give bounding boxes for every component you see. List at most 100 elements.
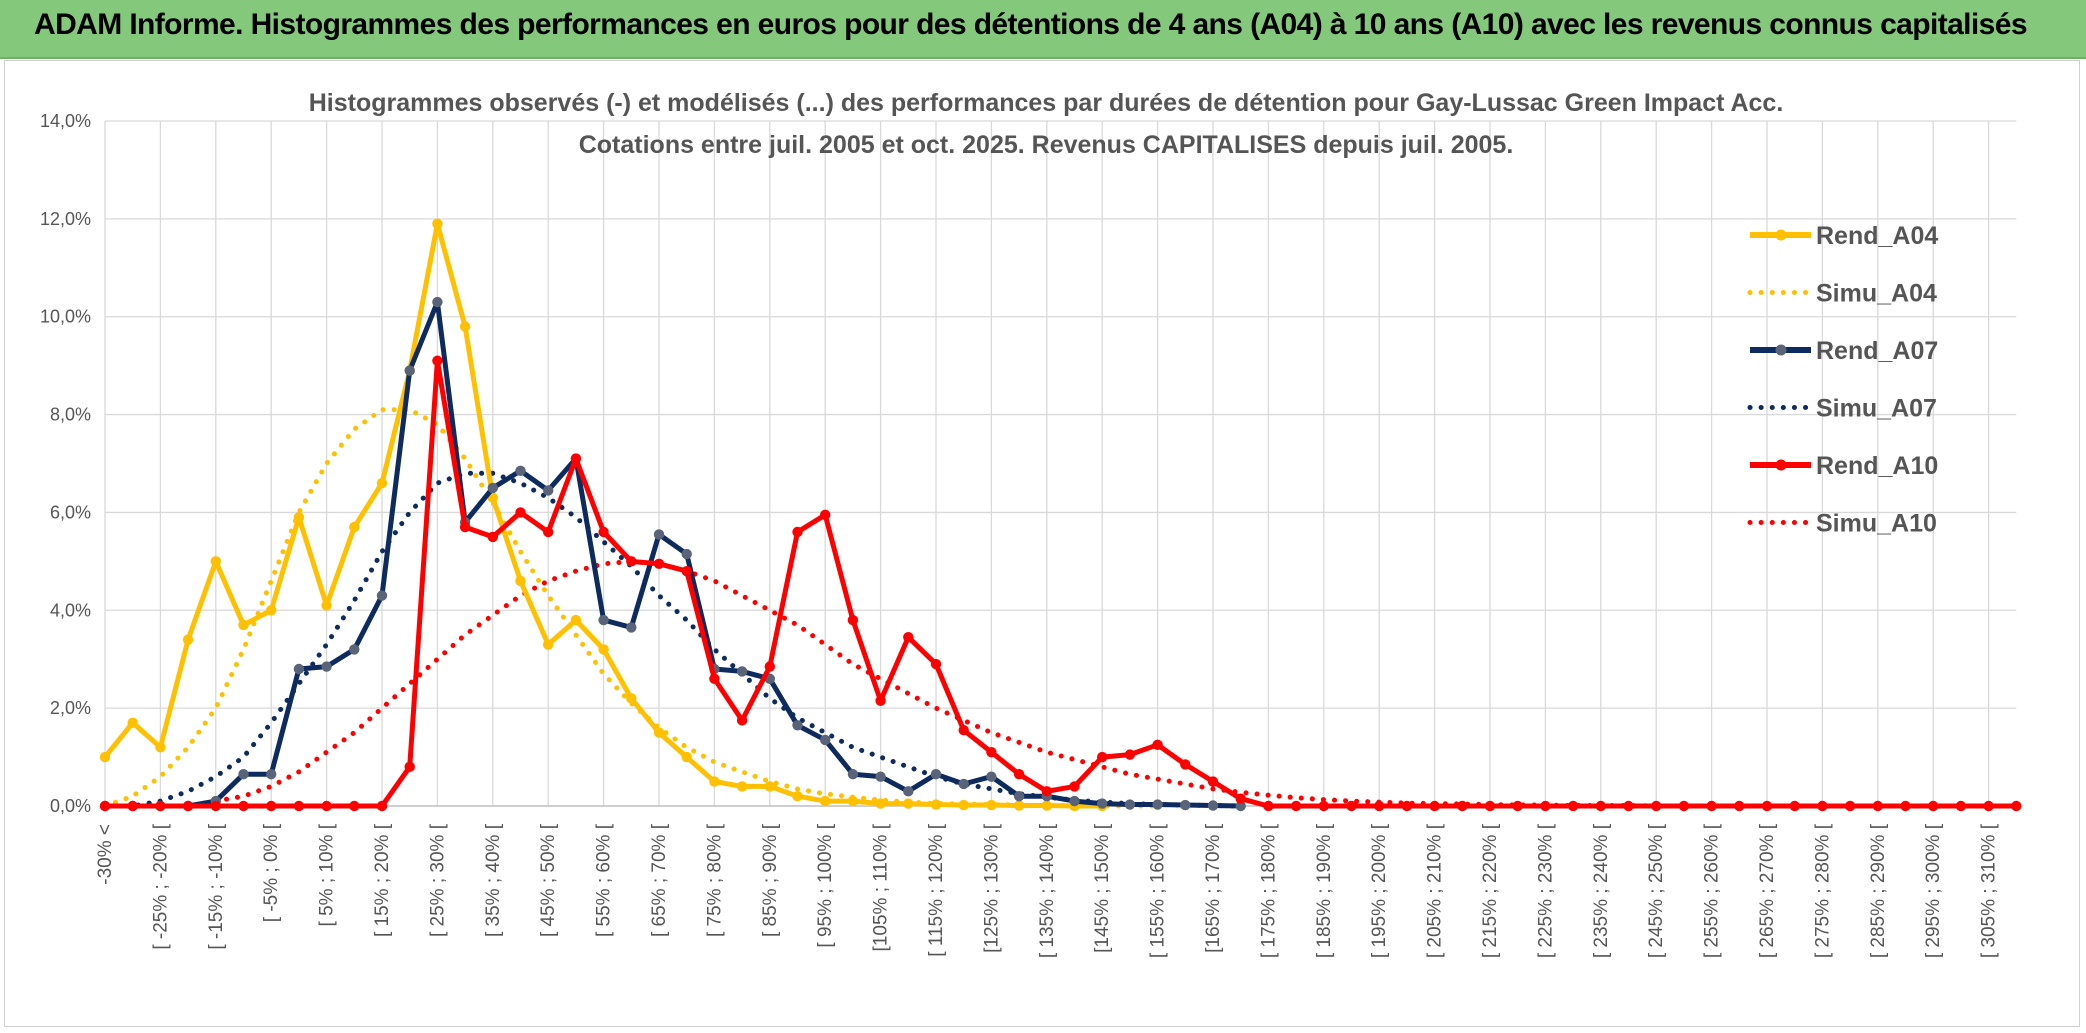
x-tick-label: [ 135% ; 140% [ <box>1037 823 1058 958</box>
data-point <box>1817 800 1828 812</box>
legend-label-Simu_A07: Simu_A07 <box>1816 395 1937 423</box>
data-point <box>792 720 803 731</box>
report-title: ADAM Informe. Histogrammes des performan… <box>34 8 2028 41</box>
x-tick-label: [ 265% ; 270% [ <box>1757 823 1778 958</box>
x-tick-label: [ 225% ; 230% [ <box>1535 823 1556 958</box>
data-point <box>1124 799 1136 810</box>
series-line-Rend_A07 <box>105 299 1241 809</box>
data-point <box>459 321 471 332</box>
data-point <box>626 622 637 633</box>
data-point <box>1567 800 1579 812</box>
chart-title: Histogrammes observés (-) et modélisés (… <box>309 89 1784 117</box>
data-point <box>543 526 554 538</box>
x-tick-label: [ 295% ; 300% [ <box>1923 823 1944 958</box>
x-tick-label: [ 185% ; 190% [ <box>1314 823 1335 958</box>
data-point <box>626 556 637 567</box>
y-tick-label: 12,0% <box>40 209 91 229</box>
x-tick-label: [ 55% ; 60% [ <box>594 823 615 937</box>
data-point <box>210 556 221 567</box>
data-point <box>1097 751 1108 763</box>
legend-marker-Rend_A10 <box>1775 459 1787 471</box>
legend-marker-Rend_A07 <box>1775 344 1787 356</box>
series-Rend_A07 <box>99 296 1246 812</box>
data-point <box>847 614 859 626</box>
data-point <box>1789 800 1800 812</box>
performance-histogram-chart: 0,0% 2,0% 4,0% 6,0% 8,0% 10,0% 12,0% 14,0% -30% … <box>40 89 2022 958</box>
data-point <box>1069 795 1080 807</box>
legend-label-Simu_A04: Simu_A04 <box>1816 280 1937 308</box>
legend-label-Rend_A10: Rend_A10 <box>1816 452 1938 480</box>
data-point <box>487 531 498 543</box>
data-point <box>1097 798 1108 809</box>
x-tick-label: [165% ; 170% [ <box>1203 823 1224 953</box>
x-tick-label: [ 245% ; 250% [ <box>1646 823 1667 958</box>
legend-label-Rend_A07: Rend_A07 <box>1816 337 1938 365</box>
x-tick-label: [ 25% ; 30% [ <box>427 823 448 937</box>
data-point <box>1844 800 1856 812</box>
data-point <box>958 799 969 811</box>
data-point <box>847 768 859 780</box>
data-point <box>266 605 277 616</box>
x-tick-label: [ 115% ; 120% [ <box>926 823 947 956</box>
data-point <box>764 661 775 672</box>
data-point <box>1041 800 1053 811</box>
data-point <box>376 477 388 489</box>
data-point <box>515 465 526 477</box>
data-point <box>958 778 969 790</box>
data-point <box>543 485 554 496</box>
data-point <box>1152 799 1163 810</box>
data-point <box>1457 800 1468 812</box>
data-point <box>432 355 443 366</box>
data-point <box>349 521 360 533</box>
y-tick-label: 2,0% <box>50 698 91 718</box>
data-point <box>349 644 360 655</box>
x-tick-label: [ 75% ; 80% [ <box>704 823 725 937</box>
data-point <box>1484 800 1496 812</box>
x-tick-label: [ 205% ; 210% [ <box>1425 823 1446 958</box>
data-point <box>1734 800 1745 812</box>
data-point <box>1401 800 1413 812</box>
data-point <box>570 453 582 464</box>
data-point <box>1013 768 1025 780</box>
data-point <box>376 800 388 812</box>
data-point <box>266 800 277 812</box>
x-tick-label: [ 255% ; 260% [ <box>1702 823 1723 958</box>
x-tick-label: [ 285% ; 290% [ <box>1868 823 1889 958</box>
data-point <box>293 512 305 523</box>
data-point <box>1290 800 1302 812</box>
x-tick-label: [ 195% ; 200% [ <box>1369 823 1390 958</box>
data-point <box>376 590 388 601</box>
x-tick-label: [ 215% ; 220% [ <box>1480 823 1501 958</box>
data-point <box>1374 800 1385 812</box>
data-point <box>487 482 498 494</box>
data-point <box>293 800 305 812</box>
data-point <box>1540 800 1551 812</box>
data-point <box>653 558 665 570</box>
x-tick-label: [ 235% ; 240% [ <box>1591 823 1612 958</box>
data-point <box>570 614 582 626</box>
x-tick-label: [ 305% ; 310% [ <box>1979 823 2000 958</box>
y-tick-label: 0,0% <box>50 796 91 816</box>
data-point <box>986 771 997 782</box>
series-line-Rend_A10 <box>105 358 2017 809</box>
data-point <box>1124 749 1136 760</box>
data-point <box>1706 800 1717 812</box>
data-point <box>155 800 166 812</box>
data-point <box>1346 800 1357 812</box>
x-tick-label: [105% ; 110% [ <box>871 823 892 951</box>
chart-subtitle: Cotations entre juil. 2005 et oct. 2025.… <box>579 131 1514 159</box>
data-point <box>1678 800 1690 812</box>
legend-marker-Rend_A04 <box>1775 229 1787 241</box>
data-point <box>1263 800 1274 812</box>
data-point <box>598 526 609 538</box>
x-tick-label: [145% ; 150% [ <box>1092 823 1113 953</box>
data-point <box>127 800 138 812</box>
data-point <box>238 619 249 631</box>
data-point <box>2011 800 2022 812</box>
data-point <box>1041 786 1053 797</box>
y-tick-label: 14,0% <box>40 111 91 131</box>
data-point <box>1512 800 1523 812</box>
data-point <box>1152 739 1163 751</box>
data-point <box>210 800 221 812</box>
gridlines <box>104 120 2017 806</box>
